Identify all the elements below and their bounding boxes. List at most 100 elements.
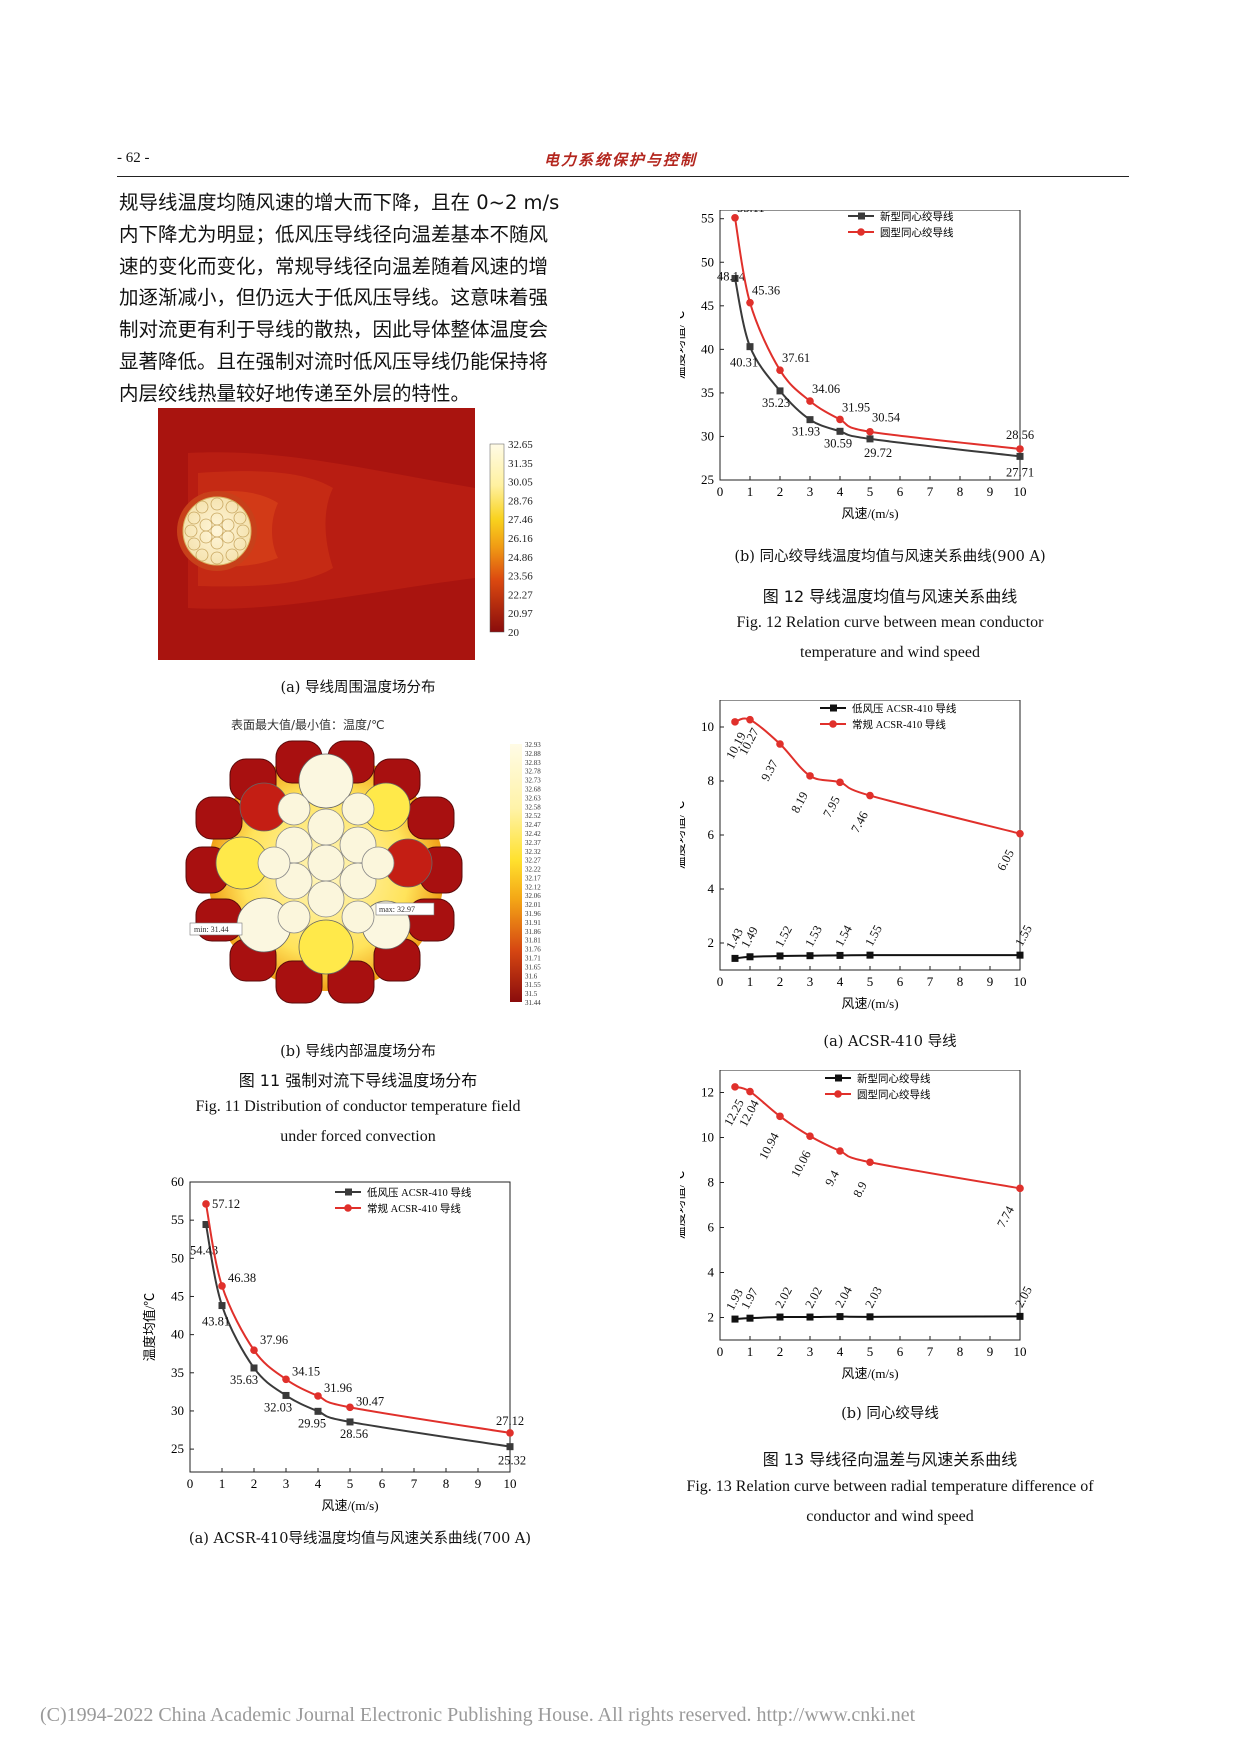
data-label: 1.54 [832,922,855,949]
fig12-caption-zh: 图 12 导线温度均值与风速关系曲线 [762,587,1018,606]
x-tick-label: 7 [927,1344,934,1359]
fig11b-title: 表面最大值/最小值：温度/℃ [231,718,385,732]
legend-label: 低风压 ACSR-410 导线 [367,1186,472,1199]
x-tick-label: 7 [927,484,934,499]
x-tick-label: 9 [987,484,994,499]
data-point [776,740,784,748]
body-line: 显著降低。且在强制对流时低风压导线仍能保持将 [119,349,549,373]
x-tick-label: 3 [807,1344,814,1359]
body-paragraph: 规导线温度均随风速的增大而下降，且在 0~2 m/s 内下降尤为明显；低风压导线… [119,187,606,410]
colorbar-tick-label: 32.47 [525,821,541,829]
data-point [250,1364,258,1372]
body-line: 制对流更有利于导线的散热，因此导体整体温度会 [119,318,549,342]
y-tick-label: 55 [701,211,714,226]
x-tick-label: 5 [867,484,874,499]
data-point [806,1313,814,1321]
data-point [1016,951,1024,959]
x-tick-label: 4 [837,1344,844,1359]
colorbar-tick-label: 32.32 [525,848,541,856]
data-point [746,1087,754,1096]
x-tick-label: 0 [187,1476,194,1491]
y-tick-label: 60 [171,1174,184,1189]
colorbar-tick-label: 31.6 [525,972,538,980]
data-label: 8.19 [788,789,811,815]
colorbar-tick-label: 32.78 [525,768,541,776]
data-point [776,1313,784,1321]
core-strands [257,792,395,934]
x-tick-label: 2 [777,1344,784,1359]
y-tick-label: 8 [708,1175,715,1190]
legend-label: 圆型同心绞导线 [857,1088,931,1101]
fig12b-caption: (b) 同心绞导线温度均值与风速关系曲线(900 A) [734,549,1046,565]
data-label: 27.12 [496,1414,524,1428]
data-label: 37.61 [782,351,810,365]
data-label: 28.56 [1006,428,1034,442]
data-point [282,1391,290,1399]
fig13-caption-en-1: Fig. 13 Relation curve between radial te… [686,1478,1094,1495]
colorbar-tick-label: 32.65 [508,440,533,451]
x-tick-label: 0 [717,484,724,499]
data-point [218,1302,226,1310]
data-label: 30.54 [872,411,901,425]
fig13-caption-zh: 图 13 导线径向温差与风速关系曲线 [762,1450,1018,1469]
colorbar-tick-label: 31.76 [525,946,541,954]
data-point [806,772,814,780]
data-point [346,1418,354,1426]
x-tick-label: 0 [717,974,724,989]
data-label: 1.97 [738,1286,761,1312]
colorbar-tick-label: 32.27 [525,857,541,865]
data-point [806,416,814,424]
data-label: 31.93 [792,425,820,439]
data-point [1016,445,1024,453]
body-line: 内层绞线热量较好地传递至外层的特性。 [119,381,471,405]
y-tick-label: 50 [171,1250,184,1265]
data-label: 30.59 [824,436,852,450]
data-label: 43.81 [202,1315,230,1329]
x-tick-label: 7 [411,1476,418,1491]
fig12b-chart: 0 1 2 3 4 5 6 7 8 9 1025303540455055风速/(m/s)温度均值/℃… [680,210,1034,521]
colorbar-tick-label: 32.58 [525,803,541,811]
colorbar-tick-label: 32.12 [525,883,541,891]
data-label: 45.36 [752,284,780,298]
colorbar-tick-label: 32.88 [525,750,541,758]
legend-marker [344,1204,352,1212]
data-point [731,954,739,962]
x-tick-label: 10 [504,1476,517,1491]
page-number: - 62 - [117,150,150,166]
data-label: 32.03 [264,1400,292,1414]
data-point [314,1407,322,1415]
copyright-footer: (C)1994-2022 China Academic Journal Elec… [40,1704,916,1726]
colorbar-tick-label: 32.37 [525,839,541,847]
colorbar-tick-label: 32.06 [525,892,541,900]
data-point [866,791,874,800]
x-tick-label: 1 [747,974,754,989]
x-tick-label: 2 [777,484,784,499]
data-point [746,1314,754,1322]
fig12-caption-en-2: temperature and wind speed [800,644,980,661]
x-axis-label: 风速/(m/s) [321,1498,378,1513]
y-tick-label: 30 [701,428,714,443]
colorbar-tick-label: 31.81 [525,937,541,945]
data-label: 1.55 [1012,923,1035,949]
x-tick-label: 8 [957,974,964,989]
fig12a-caption: (a) ACSR-410导线温度均值与风速关系曲线(700 A) [188,1531,532,1547]
legend-marker [835,1074,842,1082]
colorbar-tick-label: 31.91 [525,919,541,927]
colorbar-tick-label: 32.17 [525,874,541,882]
x-tick-label: 9 [987,1344,994,1359]
x-tick-label: 7 [927,974,934,989]
colorbar-tick-label: 32.42 [525,830,541,838]
y-tick-label: 55 [171,1212,184,1227]
x-tick-label: 10 [1014,484,1027,499]
fig11a-caption: (a) 导线周围温度场分布 [280,680,436,696]
data-label: 30.47 [356,1394,384,1408]
body-line: 加逐渐减小，但仍远大于低风压导线。这意味着强 [119,286,549,310]
x-tick-label: 3 [283,1476,290,1491]
colorbar-tick-label: 20.97 [508,608,533,620]
x-tick-label: 1 [219,1476,226,1491]
data-point [202,1200,210,1208]
data-point [731,718,739,726]
x-tick-label: 9 [475,1476,482,1491]
legend-marker [834,1090,842,1098]
legend-label: 常规 ACSR-410 导线 [852,718,946,731]
